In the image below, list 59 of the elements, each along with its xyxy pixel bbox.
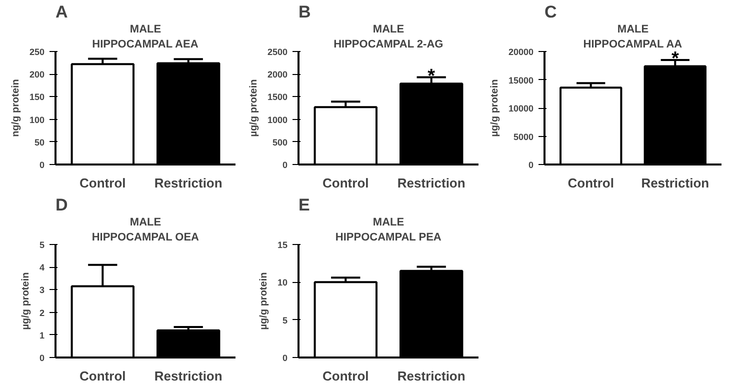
y-tick-label: 1500 bbox=[267, 92, 288, 102]
y-tick-label: 4 bbox=[39, 262, 45, 273]
y-axis-title: µg/g protein bbox=[489, 79, 500, 137]
y-tick-label: 20000 bbox=[508, 47, 534, 57]
x-tick-label: Control bbox=[80, 368, 126, 384]
y-tick-label: 2500 bbox=[267, 47, 288, 57]
chart-subtitle: HIPPOCAMPAL OEA bbox=[92, 232, 200, 244]
y-axis-title: µg/g protein bbox=[248, 79, 260, 137]
y-tick-label: 100 bbox=[29, 114, 45, 125]
x-tick-label: Control bbox=[322, 176, 369, 190]
y-tick-label: 500 bbox=[272, 137, 288, 148]
y-tick-label: 15000 bbox=[508, 75, 534, 86]
x-tick-label: Control bbox=[80, 176, 126, 190]
x-tick-label: Restriction bbox=[641, 176, 710, 190]
y-tick-label: 10 bbox=[277, 278, 288, 288]
y-axis-title: µg/g protein bbox=[258, 272, 270, 330]
text: E bbox=[298, 196, 310, 214]
y-tick-label: 0 bbox=[39, 353, 45, 363]
chart-subtitle: HIPPOCAMPAL AEA bbox=[92, 38, 198, 50]
x-tick-label: Restriction bbox=[154, 368, 222, 384]
text: C bbox=[544, 2, 557, 22]
y-tick-label: 250 bbox=[29, 47, 45, 57]
text: D bbox=[56, 196, 68, 214]
y-tick-label: 15 bbox=[277, 240, 288, 250]
x-tick-label: Restriction bbox=[154, 176, 222, 190]
y-tick-label: 5 bbox=[282, 315, 288, 326]
y-tick-label: 50 bbox=[34, 137, 45, 148]
y-tick-label: 2000 bbox=[267, 70, 288, 80]
y-tick-label: 1 bbox=[39, 330, 45, 340]
y-tick-label: 0 bbox=[39, 160, 45, 170]
chart-title: MALE bbox=[372, 216, 404, 228]
y-tick-label: 1000 bbox=[267, 114, 288, 125]
x-tick-label: Control bbox=[568, 176, 614, 190]
y-tick-label: 0 bbox=[282, 353, 288, 363]
chart-title: MALE bbox=[372, 24, 404, 36]
y-tick-label: 5000 bbox=[513, 132, 534, 142]
chart-subtitle: HIPPOCAMPAL PEA bbox=[335, 232, 442, 244]
x-tick-label: Restriction bbox=[397, 176, 466, 190]
y-tick-label: 150 bbox=[29, 92, 45, 102]
chart-title: MALE bbox=[617, 24, 649, 36]
y-tick-label: 10000 bbox=[508, 104, 534, 114]
annotation: * bbox=[671, 48, 680, 70]
y-tick-label: 5 bbox=[39, 240, 45, 250]
x-tick-label: Control bbox=[322, 368, 369, 384]
x-tick-label: Restriction bbox=[397, 368, 466, 384]
chart-subtitle: HIPPOCAMPAL 2-AG bbox=[334, 38, 444, 50]
annotation: * bbox=[428, 66, 436, 87]
y-tick-label: 0 bbox=[282, 160, 288, 170]
chart-title: MALE bbox=[130, 216, 162, 228]
y-axis-title: ng/g protein bbox=[10, 79, 22, 137]
y-tick-label: 2 bbox=[39, 308, 45, 318]
y-tick-label: 3 bbox=[39, 285, 45, 296]
chart-title: MALE bbox=[130, 24, 162, 36]
y-tick-label: 200 bbox=[29, 70, 45, 80]
y-tick-label: 0 bbox=[528, 160, 534, 170]
text: A bbox=[56, 2, 68, 22]
text: B bbox=[298, 2, 311, 22]
y-axis-title: µg/g protein bbox=[20, 272, 32, 330]
chart-subtitle: HIPPOCAMPAL AA bbox=[583, 38, 682, 50]
